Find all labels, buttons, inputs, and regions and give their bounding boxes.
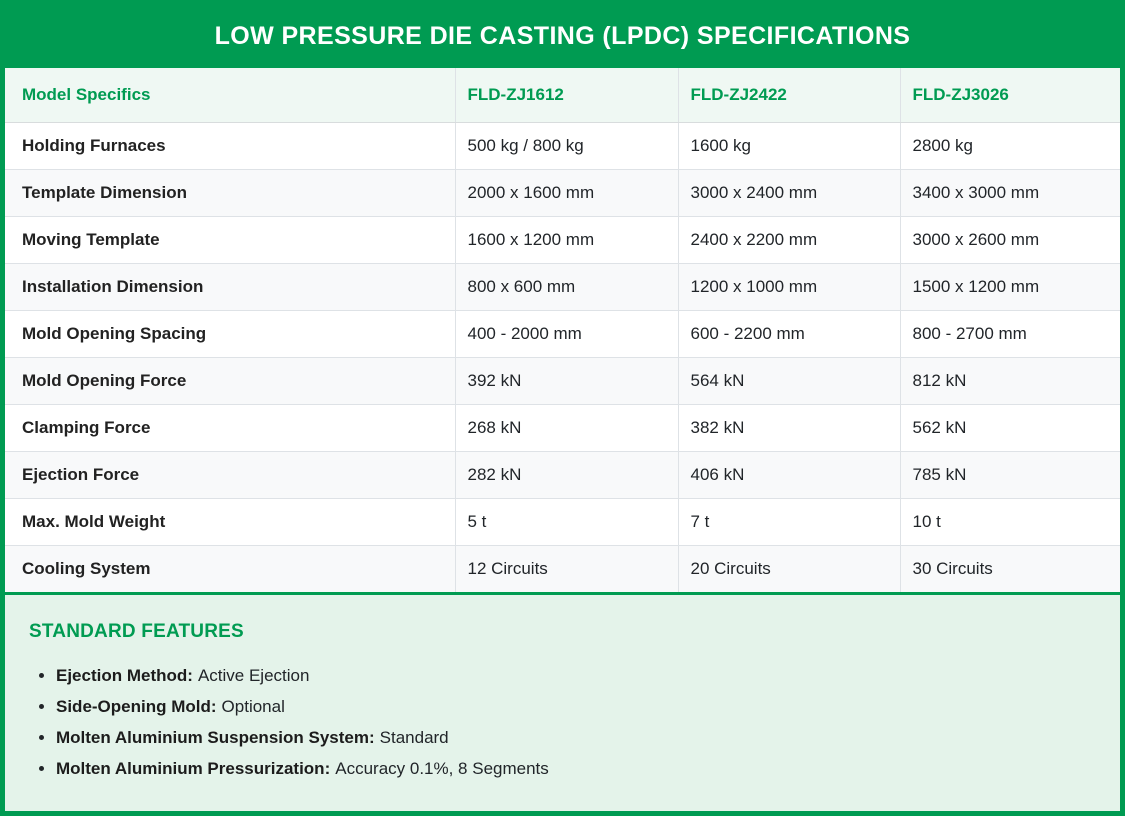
- feature-label: Molten Aluminium Suspension System:: [56, 728, 375, 747]
- spec-value-cell: 30 Circuits: [899, 544, 1120, 592]
- row-label: Holding Furnaces: [22, 135, 166, 155]
- spec-value-cell: 2400 x 2200 mm: [677, 215, 900, 263]
- spec-value-cell: 2000 x 1600 mm: [454, 168, 678, 216]
- spec-value-cell: 1600 kg: [677, 122, 900, 169]
- features-list: Ejection Method:Active Ejection Side-Open…: [29, 665, 1096, 779]
- spec-value-cell: 10 t: [899, 497, 1120, 545]
- row-label: Ejection Force: [5, 450, 455, 498]
- spec-value-cell: 1200 x 1000 mm: [677, 262, 900, 310]
- spec-table-body: Holding Furnaces 500 kg / 800 kg 1600 kg 28…: [5, 122, 1120, 592]
- spec-value-cell: 12 Circuits: [454, 544, 678, 592]
- spec-value-cell: 564 kN: [677, 356, 900, 404]
- standard-features-section: STANDARD FEATURES Ejection Method:Active…: [5, 595, 1120, 811]
- table-row: Installation Dimension 800 x 600 mm 1200 x…: [5, 262, 1120, 310]
- spec-value-cell: 268 kN: [454, 403, 678, 451]
- feature-item: Molten Aluminium Suspension System:Stand…: [56, 727, 1096, 748]
- spec-value-cell: 282 kN: [454, 450, 678, 498]
- spec-value-cell: 382 kN: [677, 403, 900, 451]
- spec-value-cell: 3000 x 2600 mm: [899, 215, 1120, 263]
- spec-value-cell: 1600 x 1200 mm: [454, 215, 678, 263]
- spec-value-cell: 3400 x 3000 mm: [899, 168, 1120, 216]
- spec-table-header-row: Model Specifics FLD-ZJ1612 FLD-ZJ2422 FLD-Z…: [5, 68, 1120, 123]
- spec-value-cell: 7 t: [677, 497, 900, 545]
- feature-item: Molten Aluminium Pressurization:Accuracy…: [56, 758, 1096, 779]
- spec-value-cell: 812 kN: [899, 356, 1120, 404]
- spec-value-cell: 392 kN: [454, 356, 678, 404]
- spec-value-cell: 600 - 2200 mm: [677, 309, 900, 357]
- row-label: Max. Mold Weight: [5, 497, 455, 545]
- spec-value-cell: 500 kg / 800 kg: [454, 122, 678, 169]
- features-heading: STANDARD FEATURES: [29, 621, 244, 642]
- table-row: Mold Opening Spacing 400 - 2000 mm 600 - 2…: [5, 309, 1120, 357]
- table-row: Holding Furnaces 500 kg / 800 kg 1600 kg 28…: [5, 122, 1120, 169]
- spec-value-cell: 3000 x 2400 mm: [677, 168, 900, 216]
- spec-table-head: Model Specifics FLD-ZJ1612 FLD-ZJ2422 FLD-Z…: [5, 68, 1120, 123]
- row-label: Template Dimension: [5, 168, 455, 216]
- spec-value-cell: 785 kN: [899, 450, 1120, 498]
- page-header: LOW PRESSURE DIE CASTING (LPDC) SPECIFIC…: [5, 5, 1120, 68]
- spec-value-cell: 406 kN: [677, 450, 900, 498]
- section-divider: [5, 592, 1120, 595]
- column-header-model-specifics: Model Specifics: [5, 68, 455, 123]
- spec-value-cell: 800 - 2700 mm: [899, 309, 1120, 357]
- column-header-model: FLD-ZJ2422: [677, 68, 900, 123]
- feature-item: Ejection Method:Active Ejection: [56, 665, 1096, 686]
- column-header-model: FLD-ZJ1612: [454, 68, 678, 123]
- row-label: Installation Dimension: [5, 262, 455, 310]
- row-label: Clamping Force: [5, 403, 455, 451]
- row-label: Cooling System: [5, 544, 455, 592]
- feature-label: Molten Aluminium Pressurization:: [56, 759, 331, 778]
- column-header-model: FLD-ZJ3026: [899, 68, 1120, 123]
- spec-table: Model Specifics FLD-ZJ1612 FLD-ZJ2422 FLD-Z…: [5, 68, 1120, 592]
- row-label: Moving Template: [5, 215, 455, 263]
- spec-value-cell: 2800 kg: [899, 122, 1120, 169]
- row-label: Mold Opening Force: [5, 356, 455, 404]
- feature-value: Optional: [221, 697, 285, 716]
- spec-value-cell: 5 t: [454, 497, 678, 545]
- table-row: Clamping Force 268 kN 382 kN 562 kN: [5, 403, 1120, 451]
- feature-item: Side-Opening Mold:Optional: [56, 696, 1096, 717]
- feature-label: Side-Opening Mold:: [56, 697, 217, 716]
- table-row: Ejection Force 282 kN 406 kN 785 kN: [5, 450, 1120, 498]
- page-title: LOW PRESSURE DIE CASTING (LPDC) SPECIFIC…: [214, 22, 911, 50]
- feature-value: Active Ejection: [197, 666, 310, 685]
- spec-value-cell: 400 - 2000 mm: [454, 309, 678, 357]
- spec-value-cell: 1500 x 1200 mm: [899, 262, 1120, 310]
- table-row: Mold Opening Force 392 kN 564 kN 812 kN: [5, 356, 1120, 404]
- table-row: Moving Template 1600 x 1200 mm 2400 x 2200…: [5, 215, 1120, 263]
- feature-value: Accuracy 0.1%, 8 Segments: [335, 759, 549, 778]
- row-label: Mold Opening Spacing: [5, 309, 455, 357]
- spec-value-cell: 20 Circuits: [677, 544, 900, 592]
- feature-label: Ejection Method:: [56, 666, 193, 685]
- spec-value-cell: 562 kN: [899, 403, 1120, 451]
- feature-value: Standard: [379, 728, 449, 747]
- table-row: Template Dimension 2000 x 1600 mm 3000 x 2…: [5, 168, 1120, 216]
- table-row: Cooling System 12 Circuits 20 Circuits 30 C…: [5, 544, 1120, 592]
- spec-value-cell: 800 x 600 mm: [454, 262, 678, 310]
